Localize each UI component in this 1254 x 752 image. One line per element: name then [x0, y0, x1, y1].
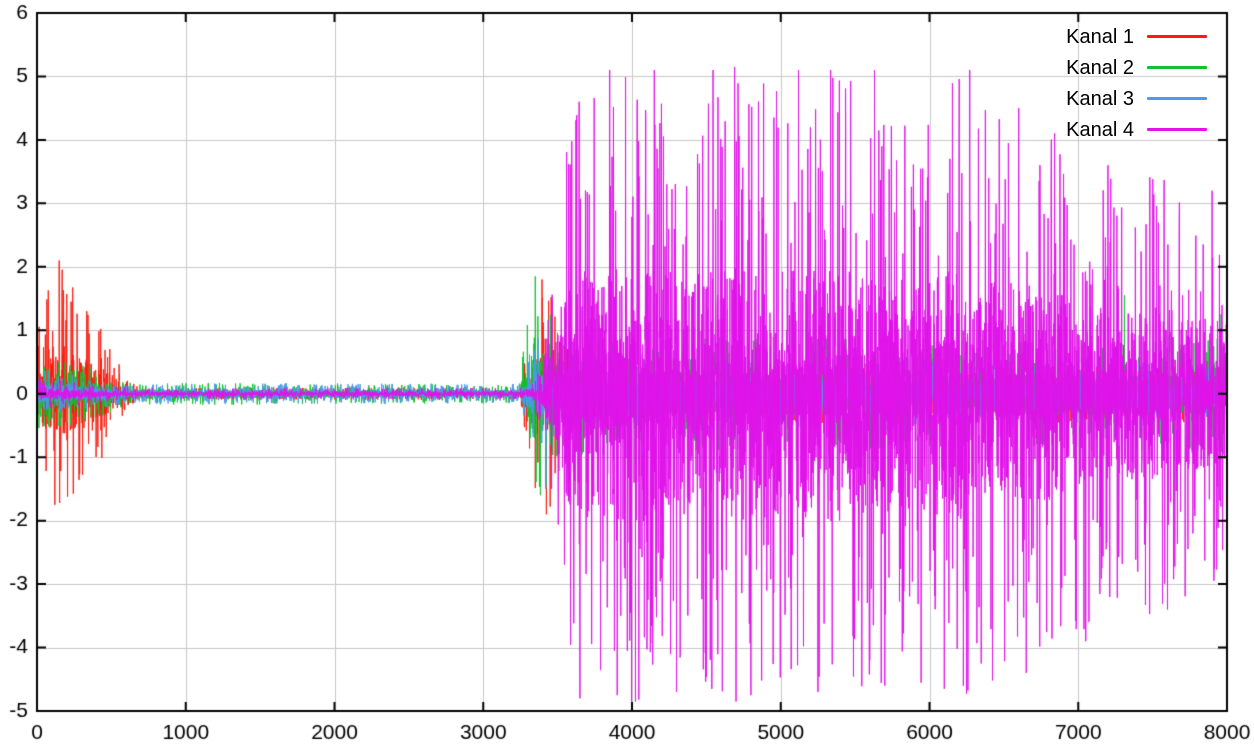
legend-label: Kanal 1: [1066, 25, 1134, 48]
legend-item: Kanal 2: [1066, 52, 1207, 83]
legend-label: Kanal 2: [1066, 56, 1134, 79]
legend-line-sample: [1147, 97, 1207, 100]
legend: Kanal 1 Kanal 2 Kanal 3 Kanal 4: [1066, 21, 1207, 145]
legend-item: Kanal 1: [1066, 21, 1207, 52]
legend-label: Kanal 3: [1066, 87, 1134, 110]
legend-line-sample: [1147, 66, 1207, 69]
legend-line-sample: [1147, 128, 1207, 131]
legend-item: Kanal 4: [1066, 114, 1207, 145]
legend-line-sample: [1147, 35, 1207, 38]
legend-label: Kanal 4: [1066, 118, 1134, 141]
legend-item: Kanal 3: [1066, 83, 1207, 114]
